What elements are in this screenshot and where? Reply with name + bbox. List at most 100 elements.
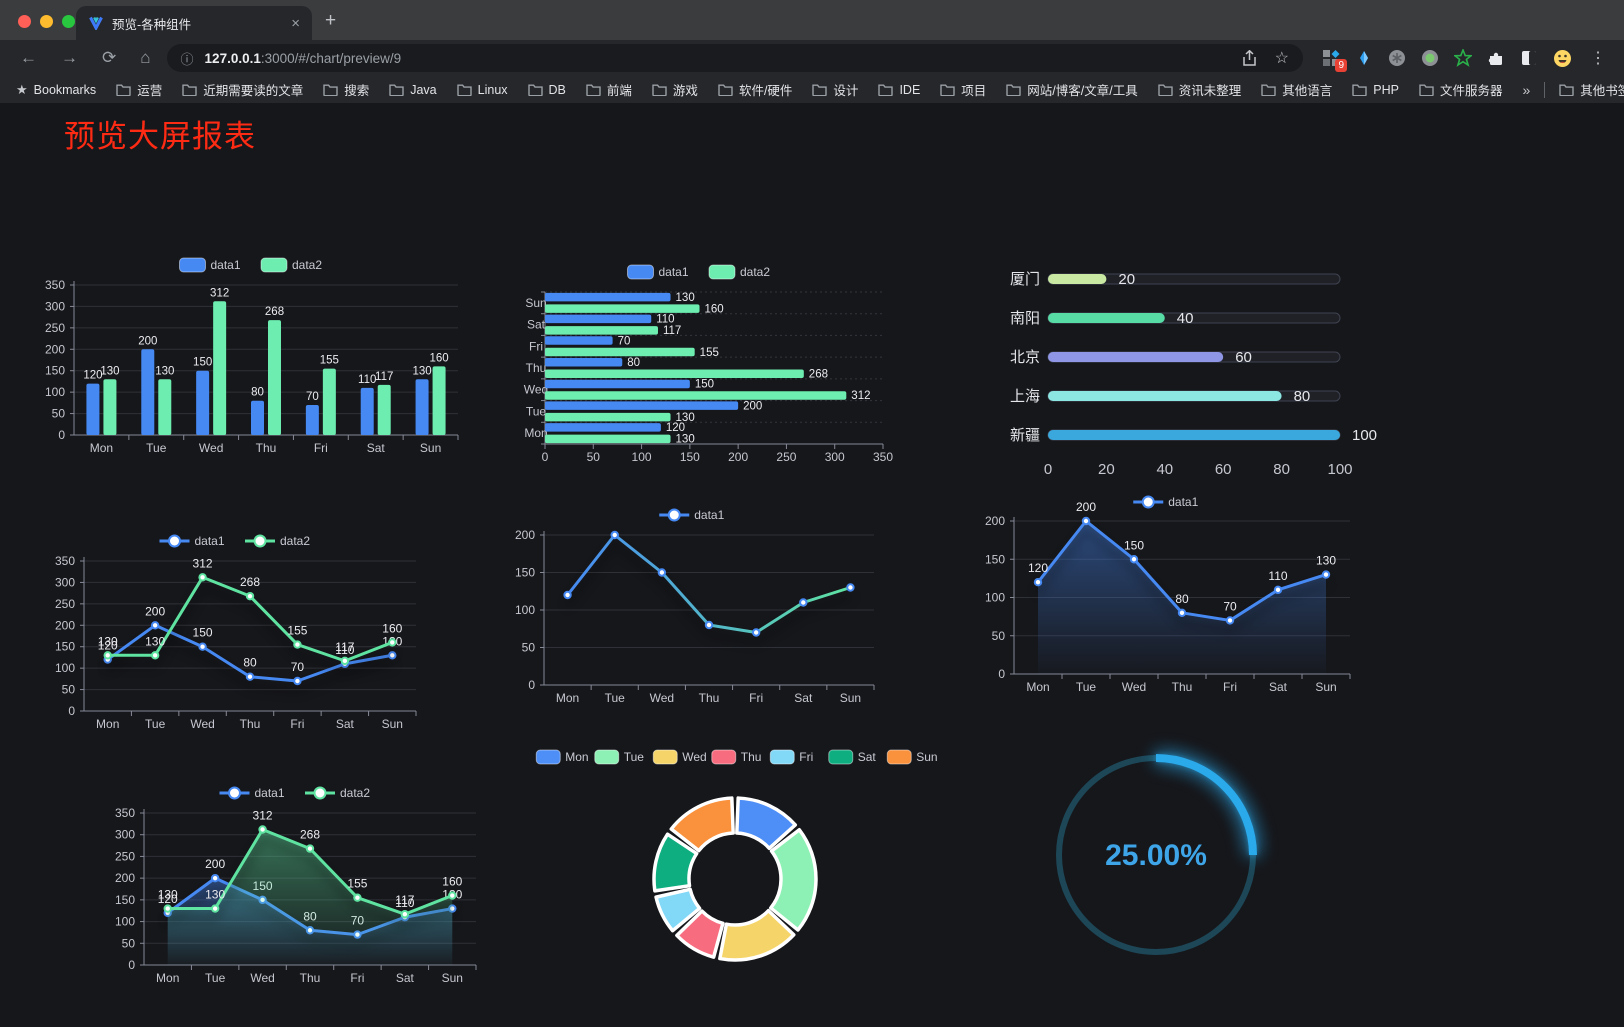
close-window-button[interactable] [18,15,31,28]
browser-menu-icon[interactable]: ⋮ [1590,50,1606,67]
svg-text:data2: data2 [292,258,322,272]
svg-text:200: 200 [985,514,1005,528]
svg-text:Sun: Sun [525,296,546,310]
bookmark-folder[interactable]: 文件服务器 [1419,80,1502,99]
svg-text:160: 160 [705,303,724,315]
svg-text:Wed: Wed [1122,680,1146,694]
svg-text:Fri: Fri [314,441,328,455]
grouped-bar-chart[interactable]: data1 data2 0 50 100 150 200 250 300 350 Mon Tue Wed… [38,249,466,469]
svg-text:20: 20 [1098,461,1115,478]
horizontal-bar-chart[interactable]: data1 data2 0 50 100 150 200 250 300 350 Sun 130 160… [505,256,895,471]
svg-text:160: 160 [429,352,448,364]
minimize-window-button[interactable] [40,15,53,28]
folder-icon [1261,84,1276,96]
vue-devtools-icon[interactable] [1354,48,1374,68]
percent-gauge-chart[interactable]: 25.00% [1046,745,1266,965]
browser-tab[interactable]: 预览-各种组件 × [76,6,312,40]
address-bar[interactable]: ⓘ 127.0.0.1:3000/#/chart/preview/9 ☆ [166,44,1303,72]
grouped-area-chart[interactable]: data1 data2 0 50 100 150 200 250 300 350 Mon Tue Wed… [106,779,486,992]
svg-text:data1: data1 [195,534,225,548]
extension-badge: 9 [1335,59,1347,72]
bookmark-folder[interactable]: 软件/硬件 [718,80,792,99]
extensions-area: 9 [1313,48,1580,72]
svg-text:150: 150 [193,357,212,369]
green-star-icon[interactable] [1453,48,1473,68]
bookmark-folder[interactable]: Linux [456,80,508,99]
home-icon[interactable]: ⌂ [140,48,151,67]
bookmark-folder[interactable]: IDE [878,80,920,99]
svg-text:data1: data1 [211,258,241,272]
svg-text:120: 120 [98,639,118,653]
dark-reader-icon[interactable] [1519,48,1539,68]
svg-text:250: 250 [45,321,65,335]
share-icon[interactable] [1242,49,1257,67]
bookmark-folder[interactable]: 网站/博客/文章/工具 [1006,80,1138,99]
svg-text:上海: 上海 [1010,388,1040,405]
svg-text:0: 0 [68,704,75,718]
svg-text:Mon: Mon [90,441,113,455]
bookmark-folder[interactable]: 其他语言 [1261,80,1332,99]
svg-text:100: 100 [1352,427,1377,444]
bookmark-folder[interactable]: 项目 [940,80,986,99]
city-progress-chart[interactable]: 厦门 20 南阳 40 北京 60 上海 80 新疆 100 0 20 40 60 80 100 [1000,259,1380,487]
puzzle-icon[interactable] [1486,48,1506,68]
svg-text:40: 40 [1156,461,1173,478]
svg-text:120: 120 [158,892,178,906]
svg-text:130: 130 [100,365,119,377]
blue-area-chart[interactable]: data1 0 50 100 150 200 Mon Tue Wed Thu Fri Sat Sun 12… [972,489,1362,701]
svg-text:Sat: Sat [794,691,813,705]
bookmark-folder[interactable]: 运营 [116,80,162,99]
svg-text:250: 250 [115,849,135,863]
svg-text:60: 60 [1215,461,1232,478]
emoji-extension-icon[interactable] [1552,48,1572,68]
new-tab-button[interactable]: + [325,10,337,31]
bookmark-folder[interactable]: 前端 [586,80,632,99]
svg-text:厦门: 厦门 [1010,271,1040,288]
extension-grid-icon[interactable]: 9 [1321,48,1347,72]
bookmarks-bar: ★ Bookmarks 运营 近期需要读的文章 搜索 Java Linux DB 前端 游戏 软… [0,76,1624,103]
svg-text:20: 20 [1118,271,1135,288]
svg-text:155: 155 [700,347,719,359]
svg-text:110: 110 [656,314,674,326]
zoom-window-button[interactable] [62,15,75,28]
svg-text:130: 130 [412,365,431,377]
grouped-line-chart[interactable]: data1 data2 0 50 100 150 200 250 300 350 Mon Tue Wed… [46,527,426,741]
dashboard-canvas: 预览大屏报表 data1 data2 0 50 100 150 200 250 300 350 Mo… [0,103,1624,1027]
bookmark-folder[interactable]: 设计 [812,80,858,99]
extension-circle-icon[interactable] [1387,48,1407,68]
bookmark-folder[interactable]: DB [527,80,566,99]
folder-icon [116,84,131,96]
bookmark-star-icon[interactable]: ☆ [1274,50,1289,67]
week-donut-chart[interactable]: Mon Tue Wed Thu Fri Sat Sun [535,743,938,965]
other-bookmarks-folder[interactable]: 其他书签 [1559,80,1624,99]
svg-text:100: 100 [985,591,1005,605]
url-text[interactable]: 127.0.0.1:3000/#/chart/preview/9 [204,50,402,66]
svg-text:150: 150 [695,379,714,391]
bookmark-folder[interactable]: 游戏 [652,80,698,99]
bookmark-folder[interactable]: PHP [1352,80,1399,99]
svg-text:Sun: Sun [420,441,441,455]
svg-text:Mon: Mon [565,750,588,764]
svg-text:Thu: Thu [256,441,277,455]
forward-icon[interactable]: → [61,48,78,67]
svg-text:data2: data2 [740,265,770,279]
site-info-icon[interactable]: ⓘ [180,51,194,67]
svg-text:Tue: Tue [605,691,626,705]
bookmark-folder[interactable]: 搜索 [323,80,369,99]
traffic-lights [18,15,75,28]
tab-close-icon[interactable]: × [291,14,300,32]
svg-text:Tue: Tue [526,404,547,418]
bookmarks-manager[interactable]: ★ Bookmarks [16,81,97,97]
bookmarks-overflow-icon[interactable]: » [1522,81,1531,98]
svg-text:150: 150 [115,893,135,907]
svg-text:110: 110 [358,374,376,386]
bookmark-folder[interactable]: 资讯未整理 [1158,80,1241,99]
bookmark-folder[interactable]: Java [389,80,437,99]
svg-text:80: 80 [251,387,264,399]
bookmark-folder[interactable]: 近期需要读的文章 [182,80,303,99]
extension-record-icon[interactable] [1420,48,1440,68]
svg-text:40: 40 [1177,310,1194,327]
reload-icon[interactable]: ⟳ [102,48,117,67]
gradient-line-chart[interactable]: data1 0 50 100 150 200 Mon Tue Wed Thu Fri Sat Sun [500,501,886,713]
back-icon[interactable]: ← [20,48,37,67]
